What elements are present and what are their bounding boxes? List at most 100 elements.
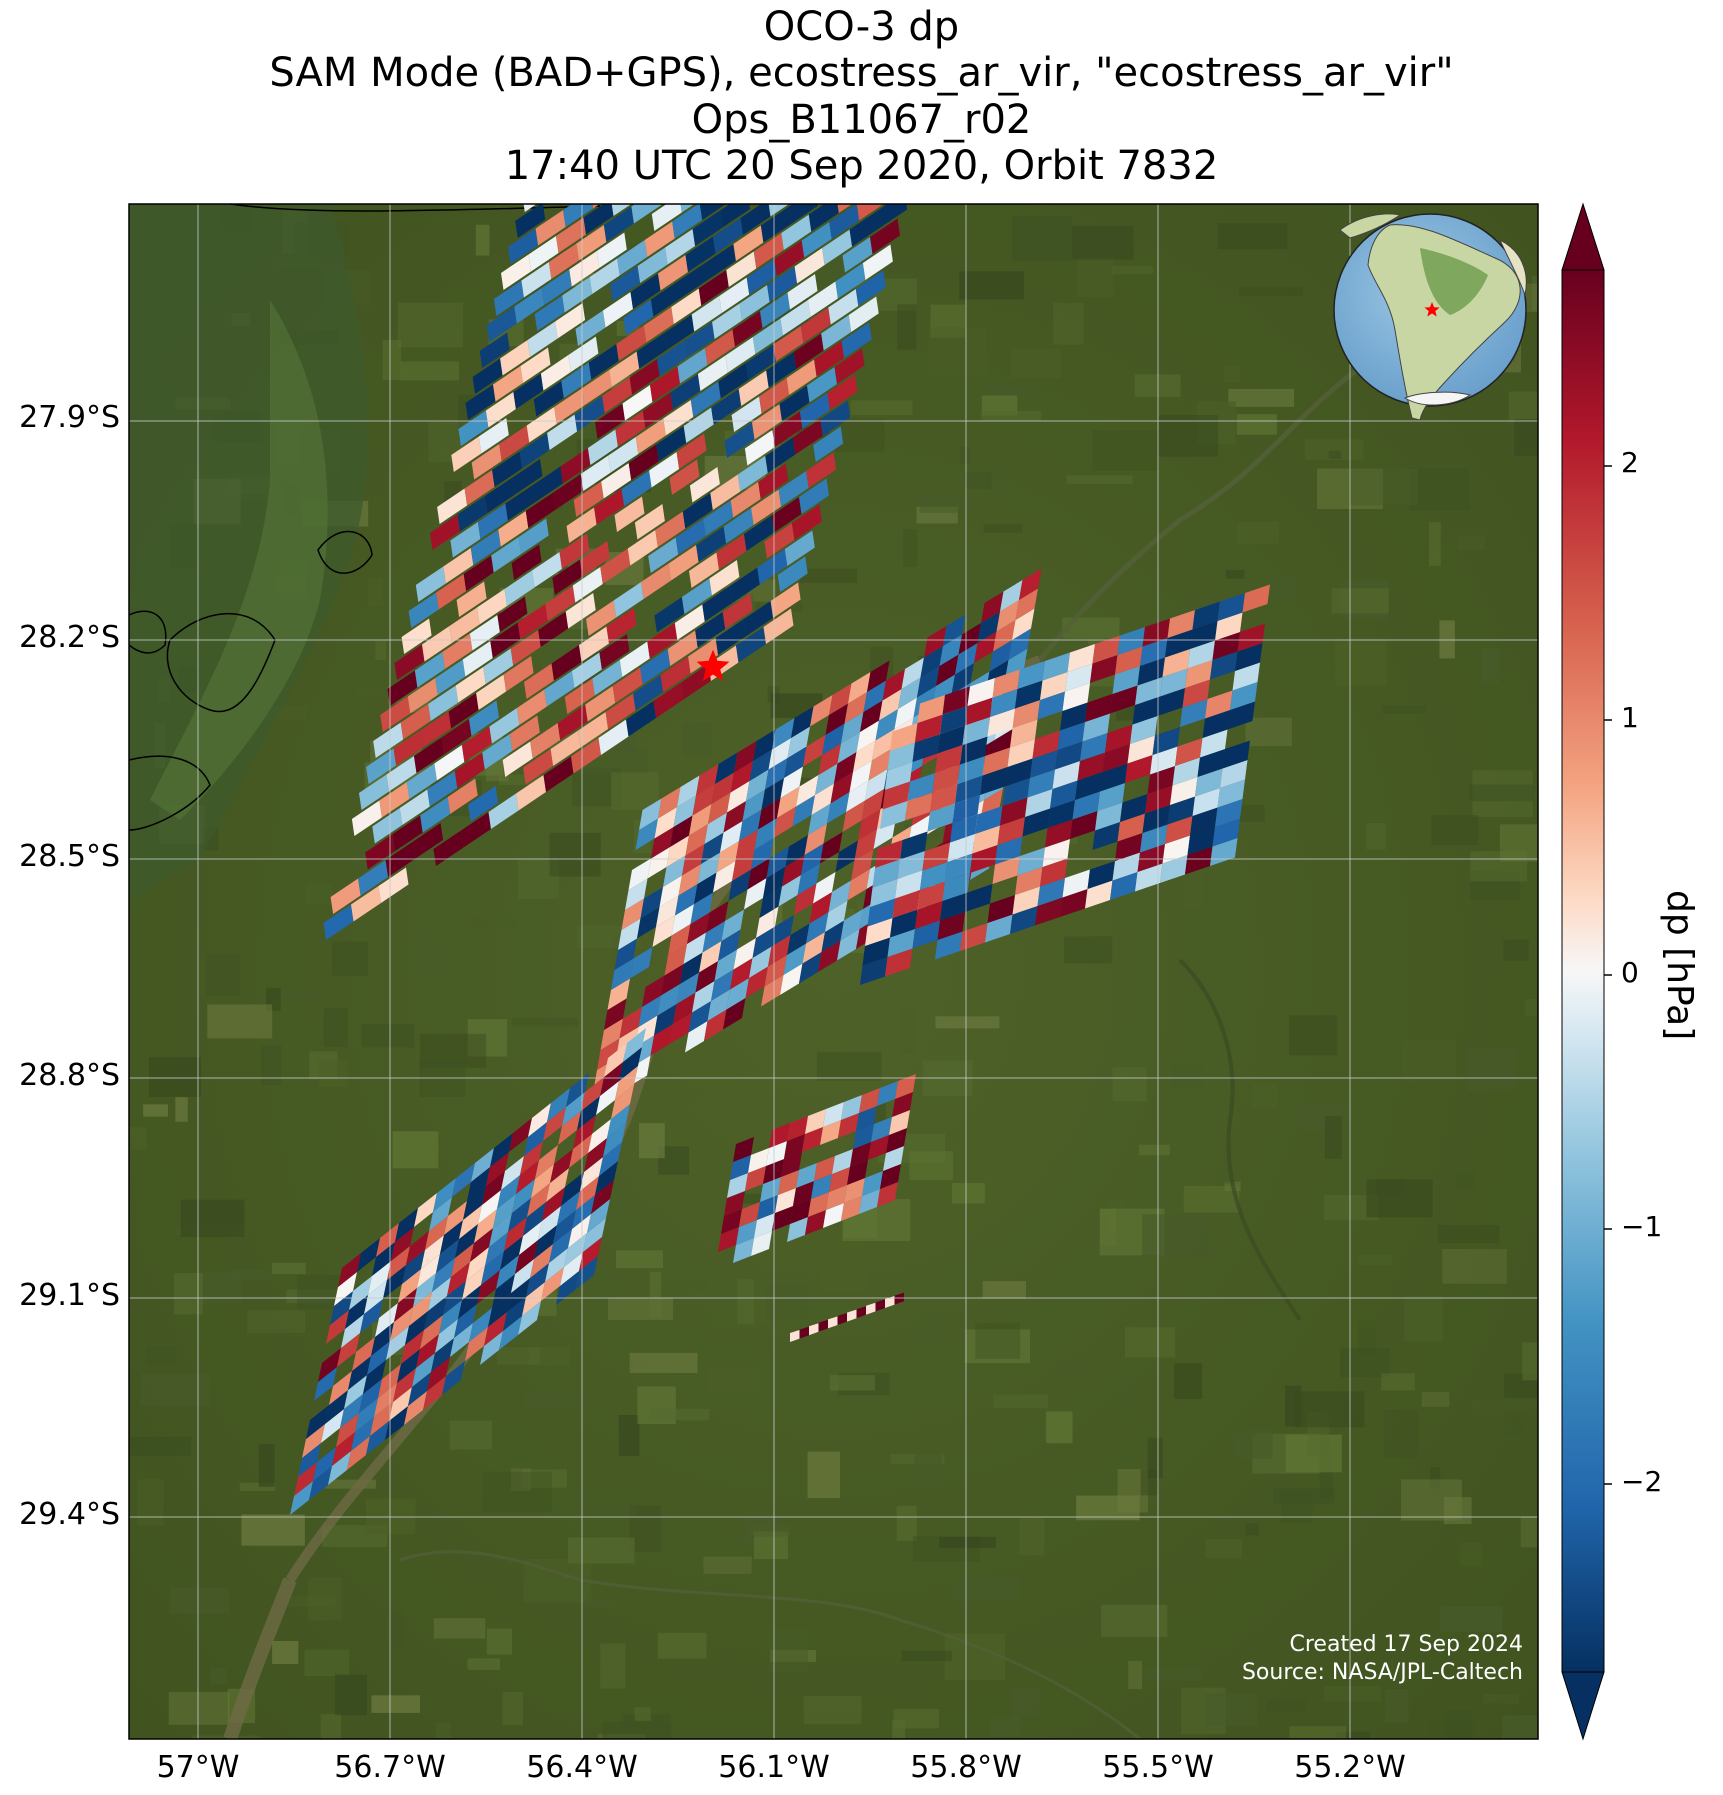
dp-cell [786,359,817,395]
dp-cell [1150,746,1178,775]
dp-cell [617,240,648,276]
dp-cell [502,741,533,777]
dp-cell [642,392,673,428]
dp-cell [906,89,936,125]
dp-cell [856,204,884,221]
title-line-2: SAM Mode (BAD+GPS), ecostress_ar_vir, "e… [269,50,1454,96]
dp-cell [696,526,727,562]
dp-cell [1055,741,1083,770]
dp-cell [404,1391,427,1425]
dp-cell [692,784,715,816]
dp-cell [701,832,724,864]
dp-cell [849,211,880,247]
dp-cell [872,48,902,84]
dp-cell [657,340,688,376]
dp-cell [357,1238,380,1272]
dp-cell [470,529,501,565]
dp-cell [547,1088,570,1122]
dp-cell [400,704,431,740]
dp-cell [607,1104,630,1138]
dp-cell [422,626,452,662]
dp-cell [849,760,872,792]
dp-cell [770,10,800,46]
dp-cell [1217,779,1245,808]
dp-cell [1152,727,1180,755]
dp-cell [386,1326,409,1360]
dp-cell [791,504,822,540]
dp-cell [815,763,838,795]
dp-cell [702,586,733,622]
dp-cell [1102,744,1130,772]
dp-cell [730,761,753,793]
dp-cell [585,686,616,722]
dp-cell [891,141,921,177]
dp-cell [1120,794,1148,822]
lon-tick-label: 57°W [156,1750,240,1785]
dp-cell [673,118,703,154]
dp-cell [774,240,805,276]
dp-cell [745,966,768,998]
dp-cell [802,932,825,964]
dp-cell [556,1271,579,1305]
dp-cell [420,1315,443,1349]
dp-cell [1212,632,1240,660]
dp-cell [651,204,682,231]
dp-cell [806,912,829,944]
dp-cell [1005,648,1028,680]
dp-cell [687,912,710,944]
dp-cell [493,366,523,402]
dp-cell [488,1293,511,1327]
dp-cell [711,772,734,804]
dp-cell [634,504,665,540]
dp-cell [609,351,640,387]
dp-cell [810,111,840,147]
dp-cell [591,1180,614,1214]
dp-cell [612,95,642,131]
dp-cell [673,992,696,1024]
dp-cell [898,115,928,151]
dp-cell [568,336,599,372]
dp-cell [837,1313,847,1325]
dp-cell [566,1073,589,1107]
dp-cell [441,719,472,755]
dp-cell [684,322,715,358]
dp-cell [602,377,633,413]
dp-cell [541,1267,564,1301]
dp-cell [787,274,818,310]
dp-cell [458,410,489,446]
dp-cell [878,107,908,143]
dp-cell [579,626,609,662]
dp-cell [895,1074,916,1099]
dp-cell [829,1167,850,1192]
dp-cell [742,789,765,821]
dp-cell [892,1092,913,1117]
dp-cell [818,204,821,206]
dp-cell [493,1194,516,1228]
dp-cell [822,229,853,265]
dp-cell [855,270,886,306]
dp-cell [1019,568,1042,600]
dp-cell [772,411,803,447]
dp-cell [509,715,540,751]
dp-cell [463,1186,486,1220]
dp-cell [1130,716,1158,744]
dp-cell [784,530,815,566]
dp-cell [834,752,857,784]
colorbar-tick-label: 1 [1621,701,1639,734]
dp-cell [469,1308,492,1342]
dp-cell [746,259,777,295]
dp-cell [517,604,548,640]
dp-cell [792,795,815,827]
dp-cell [650,281,681,317]
dp-cell [352,1337,375,1371]
dp-cell [718,363,749,399]
dp-cell [439,1300,462,1334]
dp-cell [650,1024,673,1056]
dp-cell [642,975,665,1007]
dp-cell [736,1220,757,1245]
dp-cell [351,800,382,836]
dp-cell [778,471,809,507]
dp-cell [784,746,807,778]
dp-cell [647,623,678,659]
dp-cell [686,151,716,187]
